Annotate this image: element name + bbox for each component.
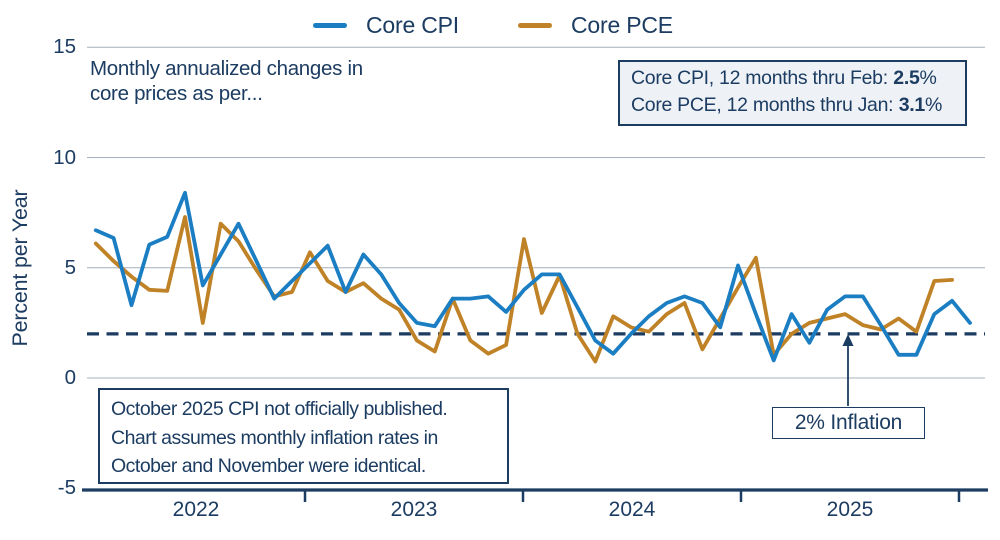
core-pce-12mo-value: 3.1 <box>898 94 926 116</box>
chart-subtitle-line1: Monthly annualized changes in <box>90 57 363 80</box>
note-line1: October 2025 CPI not officially publishe… <box>111 398 448 420</box>
x-tick-label-2023: 2023 <box>390 498 438 521</box>
inflation-arrow-head-icon <box>842 334 854 346</box>
legend-item-core-pce: Core PCE <box>518 12 673 38</box>
y-tick-label-15: 15 <box>53 35 76 59</box>
x-tick-label-2025: 2025 <box>826 498 874 521</box>
legend-item-core-cpi: Core CPI <box>313 12 459 38</box>
core-pce-12mo-row: Core PCE, 12 months thru Jan: 3.1% <box>631 94 942 116</box>
y-tick-label-10: 10 <box>53 145 76 169</box>
legend-label-core-cpi: Core CPI <box>366 12 459 38</box>
x-tick-label-2024: 2024 <box>608 498 656 521</box>
core-cpi-line-swatch-icon <box>313 23 347 28</box>
methodology-note-box: October 2025 CPI not officially publishe… <box>98 388 509 484</box>
note-line2: Chart assumes monthly inflation rates in <box>111 426 438 449</box>
note-line3: October and November were identical. <box>111 455 426 477</box>
x-tick-label-2022: 2022 <box>172 498 220 521</box>
core-cpi-12mo-row: Core CPI, 12 months thru Feb: 2.5% <box>631 67 937 89</box>
y-tick-label--5: -5 <box>57 476 76 500</box>
legend-label-core-pce: Core PCE <box>571 12 673 38</box>
y-tick-label-5: 5 <box>64 255 76 279</box>
y-tick-label-0: 0 <box>64 366 76 389</box>
chart-subtitle: Monthly annualized changes in core price… <box>90 57 363 106</box>
latest-readings-box: Core CPI, 12 months thru Feb: 2.5% Core P… <box>618 60 967 126</box>
series-line-core-pce <box>93 215 954 364</box>
series-line-core-cpi <box>93 190 972 363</box>
two-percent-inflation-label: 2% Inflation <box>772 407 925 439</box>
core-cpi-12mo-value: 2.5 <box>893 67 920 89</box>
core-pce-line-swatch-icon <box>518 23 552 28</box>
chart-subtitle-line2: core prices as per... <box>90 81 263 105</box>
